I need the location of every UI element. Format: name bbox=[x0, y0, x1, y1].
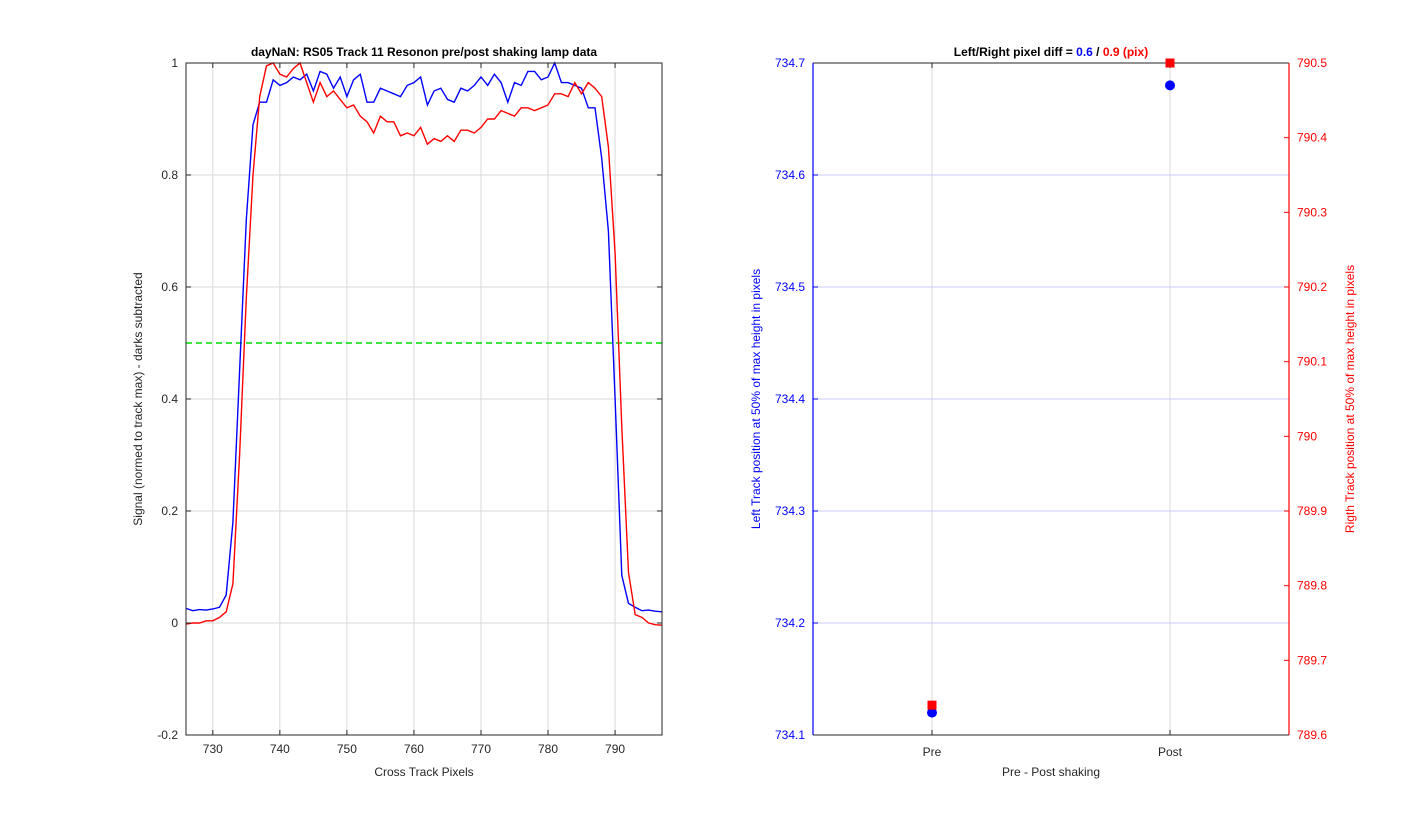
left-axis-tick-label: 734.4 bbox=[775, 392, 805, 406]
left-y-axis-label: Signal (normed to track max) - darks sub… bbox=[131, 272, 145, 525]
right-axis-tick-label: 789.8 bbox=[1297, 579, 1327, 593]
right-plot-right-y-axis-label: Rigth Track position at 50% of max heigh… bbox=[1343, 265, 1357, 533]
right-axis-tick-label: 789.9 bbox=[1297, 504, 1327, 518]
left-x-tick-label: 730 bbox=[203, 742, 223, 756]
right-x-tick-label: Post bbox=[1158, 745, 1183, 759]
left-x-tick-label: 790 bbox=[605, 742, 625, 756]
right-axis-tick-label: 790.5 bbox=[1297, 56, 1327, 70]
right-axis-tick-label: 790.4 bbox=[1297, 131, 1327, 145]
left-series-group bbox=[185, 61, 663, 626]
right-ticks: Pre Post 734.1 734.2 734.3 734.4 734.5 734.6 734… bbox=[775, 56, 1327, 759]
left-x-axis-label: Cross Track Pixels bbox=[374, 765, 473, 779]
left-y-tick-label: -0.2 bbox=[157, 728, 178, 742]
right-x-tick-label: Pre bbox=[923, 745, 942, 759]
right-axis-tick-label: 789.7 bbox=[1297, 653, 1327, 667]
left-axis-tick-label: 734.5 bbox=[775, 280, 805, 294]
red-signal-line bbox=[185, 61, 663, 626]
left-axis-tick-label: 734.3 bbox=[775, 504, 805, 518]
left-x-tick-label: 740 bbox=[270, 742, 290, 756]
title-right-value: 0.9 (pix) bbox=[1103, 45, 1148, 59]
left-y-tick-label: 0.4 bbox=[161, 392, 178, 406]
left-y-tick-label: 0.8 bbox=[161, 168, 178, 182]
left-axis-tick-label: 734.1 bbox=[775, 728, 805, 742]
left-x-tick-label: 780 bbox=[538, 742, 558, 756]
right-axis-tick-label: 790.1 bbox=[1297, 355, 1327, 369]
right-plot-left-y-axis-label: Left Track position at 50% of max height… bbox=[749, 269, 763, 529]
left-position-point-pre bbox=[927, 707, 937, 718]
left-y-tick-label: 1 bbox=[171, 56, 178, 70]
right-position-point-pre bbox=[927, 700, 937, 710]
right-chart-title: Left/Right pixel diff = 0.6 / 0.9 (pix) bbox=[954, 45, 1148, 59]
left-plot: 730 740 750 760 770 780 790-0.200.20.40.60.81 … bbox=[131, 45, 663, 779]
left-y-tick-label: 0.2 bbox=[161, 504, 178, 518]
left-x-tick-label: 760 bbox=[404, 742, 424, 756]
title-left-value: 0.6 bbox=[1076, 45, 1093, 59]
right-x-axis-label: Pre - Post shaking bbox=[1002, 765, 1100, 779]
right-points-group bbox=[927, 58, 1175, 718]
left-chart-title: dayNaN: RS05 Track 11 Resonon pre/post s… bbox=[251, 45, 597, 59]
right-axis-tick-label: 790.3 bbox=[1297, 205, 1327, 219]
left-axis-tick-label: 734.6 bbox=[775, 168, 805, 182]
left-x-tick-label: 750 bbox=[337, 742, 357, 756]
right-plot: Pre Post 734.1 734.2 734.3 734.4 734.5 734.6 734… bbox=[749, 45, 1357, 779]
left-axis-tick-label: 734.7 bbox=[775, 56, 805, 70]
right-position-point-post bbox=[1165, 58, 1175, 68]
left-ticks: 730 740 750 760 770 780 790 -0.2 0 0.2 0.4 0.6 0.8 1 bbox=[157, 56, 662, 756]
right-axis-tick-label: 790 bbox=[1297, 429, 1317, 443]
left-axis-tick-label: 734.2 bbox=[775, 616, 805, 630]
left-x-tick-label: 770 bbox=[471, 742, 491, 756]
right-axis-tick-label: 790.2 bbox=[1297, 280, 1327, 294]
left-position-point-post bbox=[1165, 80, 1175, 91]
right-grid bbox=[813, 63, 1289, 735]
title-prefix: Left/Right pixel diff = bbox=[954, 45, 1076, 59]
left-y-tick-label: 0.6 bbox=[161, 280, 178, 294]
title-separator: / bbox=[1093, 45, 1103, 59]
left-y-tick-label: 0 bbox=[171, 616, 178, 630]
right-axis-tick-label: 789.6 bbox=[1297, 728, 1327, 742]
